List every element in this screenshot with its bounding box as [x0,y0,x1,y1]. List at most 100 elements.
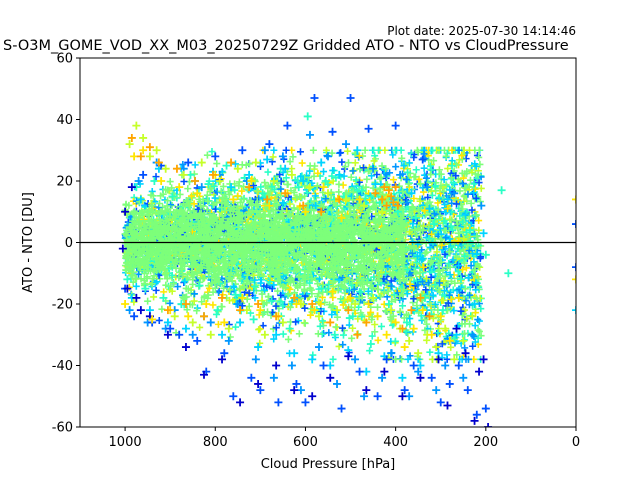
data-point [335,170,344,179]
data-point [224,324,233,333]
data-point [175,330,184,339]
data-point [463,386,472,395]
y-axis-label: ATO - NTO [DU] [21,192,36,293]
data-point [400,220,409,229]
data-point [127,183,136,192]
data-point [292,379,301,388]
data-point [360,392,369,401]
data-point [477,201,486,210]
data-point [443,401,452,410]
data-point [269,373,278,382]
data-point [504,269,513,278]
data-point [175,183,184,192]
data-point [287,170,296,179]
data-point [247,226,256,235]
x-tick-label: 0 [572,435,580,450]
data-point [364,300,373,308]
data-point [326,373,335,382]
data-point [227,158,236,167]
data-point [310,306,319,315]
data-point [215,177,224,185]
data-point [326,318,335,327]
data-point [378,373,387,382]
data-point [353,330,362,339]
data-point [211,213,220,222]
data-point [175,244,184,253]
data-point [227,183,236,192]
plot-area [79,57,577,428]
data-point [454,361,463,370]
data-point [353,146,362,155]
data-point [222,161,231,170]
data-point [152,146,161,155]
data-point [387,306,396,315]
data-point [179,170,188,179]
data-point [572,195,576,204]
data-point [319,183,328,192]
data-point [330,330,339,339]
data-point [475,367,484,376]
data-point [348,312,357,321]
data-point [326,361,335,370]
data-point [188,318,197,327]
data-point [396,170,405,179]
data-point [366,339,375,348]
data-point [425,312,434,321]
data-point [481,404,490,413]
data-point [342,140,351,149]
data-point [380,367,389,376]
data-point [427,256,436,265]
data-point [351,355,360,364]
data-point [572,306,576,315]
data-point [450,355,459,364]
data-point [290,293,299,302]
data-point [369,164,378,173]
data-point [272,312,281,321]
data-point [346,93,355,102]
data-point [324,189,332,198]
data-point [355,367,364,376]
data-point [432,386,441,395]
data-point [181,343,190,352]
data-point [139,146,148,155]
y-tick-label: -20 [52,298,73,313]
data-point [317,158,326,167]
data-point [265,140,274,149]
data-point [220,256,229,265]
data-point [418,155,427,164]
data-point [294,183,303,192]
data-point [263,155,272,164]
data-point [130,247,139,256]
data-point [405,336,414,345]
data-point [310,93,319,102]
data-point [371,180,380,189]
data-point [337,213,346,222]
data-point [373,312,382,321]
data-point [121,300,130,308]
data-point [362,386,371,395]
data-point [427,373,436,382]
data-point [161,164,170,173]
data-point [123,275,132,284]
data-point [296,386,305,395]
data-point [233,300,242,308]
data-point [184,220,193,229]
data-point [443,195,452,204]
data-point [333,306,342,315]
data-point [256,386,265,395]
y-tick-label: 0 [65,236,73,251]
data-point [181,324,190,333]
data-point [204,180,213,189]
data-point [236,398,245,407]
data-point [197,158,206,167]
data-point [184,312,193,321]
data-point [402,318,411,327]
data-point [454,293,463,302]
data-point [141,284,150,293]
data-point [445,247,454,256]
data-point [470,300,479,308]
data-point [278,318,287,327]
data-point [409,361,418,370]
data-point [409,244,418,253]
data-point [400,386,409,395]
